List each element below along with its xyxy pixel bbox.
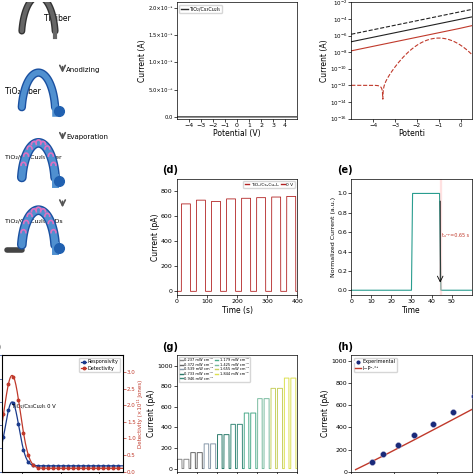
X-axis label: Potential (V): Potential (V) bbox=[213, 129, 261, 138]
Point bbox=[368, 458, 375, 465]
Text: (e): (e) bbox=[337, 165, 353, 175]
Text: (g): (g) bbox=[163, 342, 178, 352]
Text: Ti fiber: Ti fiber bbox=[45, 14, 71, 23]
X-axis label: Time: Time bbox=[402, 306, 421, 315]
Point bbox=[394, 441, 401, 449]
Y-axis label: Current (pA): Current (pA) bbox=[151, 213, 160, 261]
Y-axis label: Current (A): Current (A) bbox=[138, 39, 147, 82]
Text: Evaporation: Evaporation bbox=[66, 134, 108, 140]
Legend: Experimental, I~P¹·°³: Experimental, I~P¹·°³ bbox=[354, 358, 397, 372]
Text: (f): (f) bbox=[0, 342, 1, 352]
Text: TiO₂/Cs₃Cu₂I₅ 0 V: TiO₂/Cs₃Cu₂I₅ 0 V bbox=[12, 404, 56, 409]
Text: (d): (d) bbox=[163, 165, 178, 175]
Y-axis label: Current (pA): Current (pA) bbox=[147, 390, 156, 438]
X-axis label: Time (s): Time (s) bbox=[221, 306, 253, 315]
Text: TiO₂/Cs₃Cu₂I₅ fiber: TiO₂/Cs₃Cu₂I₅ fiber bbox=[5, 155, 62, 160]
Legend: 0.237 mW cm⁻², 0.372 mW cm⁻², 0.539 mW cm⁻², 0.733 mW cm⁻², 0.946 mW cm⁻², 1.179: 0.237 mW cm⁻², 0.372 mW cm⁻², 0.539 mW c… bbox=[179, 357, 249, 382]
Bar bbox=[439, 179, 441, 295]
Y-axis label: Current (pA): Current (pA) bbox=[321, 390, 330, 438]
Y-axis label: Current (A): Current (A) bbox=[320, 39, 329, 82]
Text: Anodizing: Anodizing bbox=[66, 67, 100, 73]
Point bbox=[470, 392, 474, 400]
Y-axis label: Normalized Current (a.u.): Normalized Current (a.u.) bbox=[331, 197, 336, 277]
Legend: TiO₂/Cs₃Cu₂I₅: TiO₂/Cs₃Cu₂I₅ bbox=[179, 5, 222, 13]
Point bbox=[429, 420, 437, 428]
Text: TiO₂ fiber: TiO₂ fiber bbox=[5, 87, 40, 96]
Point bbox=[410, 431, 418, 439]
Text: (h): (h) bbox=[337, 342, 353, 352]
Y-axis label: Detectivity (×10¹¹ Jones): Detectivity (×10¹¹ Jones) bbox=[137, 379, 143, 447]
Text: tᵤᵒᵖ=0.65 s: tᵤᵒᵖ=0.65 s bbox=[442, 233, 469, 238]
Legend: Responsivity, Detectivity: Responsivity, Detectivity bbox=[79, 358, 120, 372]
Legend: TiO₂/Cs₃Cu₂I₅, 0 V: TiO₂/Cs₃Cu₂I₅, 0 V bbox=[244, 181, 295, 188]
Text: TiO₂/Cs₃Cu₂I₅ FPDs: TiO₂/Cs₃Cu₂I₅ FPDs bbox=[5, 219, 63, 224]
Point bbox=[449, 408, 456, 416]
X-axis label: Potenti: Potenti bbox=[398, 129, 425, 138]
Point bbox=[380, 451, 387, 458]
